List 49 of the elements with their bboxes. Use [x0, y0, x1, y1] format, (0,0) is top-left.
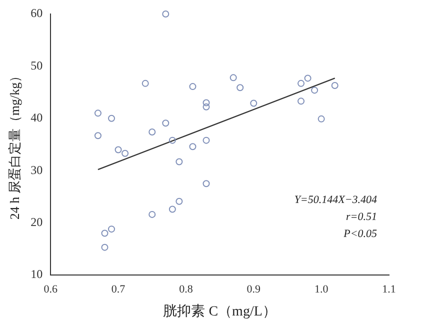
point [230, 74, 237, 82]
y-tick-label: 60 [30, 6, 43, 20]
x-tick-label: 1.1 [382, 283, 396, 296]
y-axis-title: 24 h 尿蛋白定量（mg/kg） [7, 69, 22, 220]
point [162, 120, 170, 127]
y-tick-label: 30 [30, 162, 43, 177]
x-axis-title: 胱抑素 C（mg/L） [163, 303, 276, 320]
point [94, 132, 102, 140]
y-tick-label: 40 [30, 110, 43, 125]
point [148, 128, 156, 136]
annotation: Y=50.144X−3.404 [294, 194, 378, 206]
point [304, 74, 312, 82]
point [148, 210, 156, 218]
point [202, 136, 210, 144]
point [94, 110, 102, 117]
y-tick-label: 10 [30, 267, 43, 282]
point [176, 198, 183, 205]
annotation: r=0.51 [346, 211, 377, 223]
annotation: P<0.05 [342, 228, 378, 240]
point [202, 103, 210, 110]
point [318, 115, 325, 122]
x-tick-label: 0.9 [246, 283, 262, 296]
point [108, 226, 116, 233]
point [162, 10, 170, 18]
point [122, 150, 129, 157]
point [168, 136, 176, 144]
x-tick-label: 0.8 [179, 283, 194, 296]
y-tick-label: 50 [30, 58, 43, 72]
point [168, 206, 176, 213]
point [101, 230, 108, 237]
point [189, 143, 196, 150]
point [311, 86, 318, 94]
point [202, 180, 210, 188]
x-tick-label: 0.7 [111, 283, 126, 296]
point [142, 80, 149, 87]
point [250, 100, 258, 107]
x-tick-label: 1.0 [314, 283, 329, 296]
point [101, 244, 108, 251]
point [176, 158, 183, 166]
x-tick-label: 0.6 [44, 283, 58, 296]
point [298, 98, 305, 105]
point [236, 84, 244, 92]
point [331, 82, 338, 90]
point [298, 80, 305, 87]
y-tick-label: 20 [30, 214, 43, 229]
point [189, 83, 196, 90]
point [114, 146, 122, 154]
point [108, 114, 116, 122]
point [202, 99, 210, 106]
